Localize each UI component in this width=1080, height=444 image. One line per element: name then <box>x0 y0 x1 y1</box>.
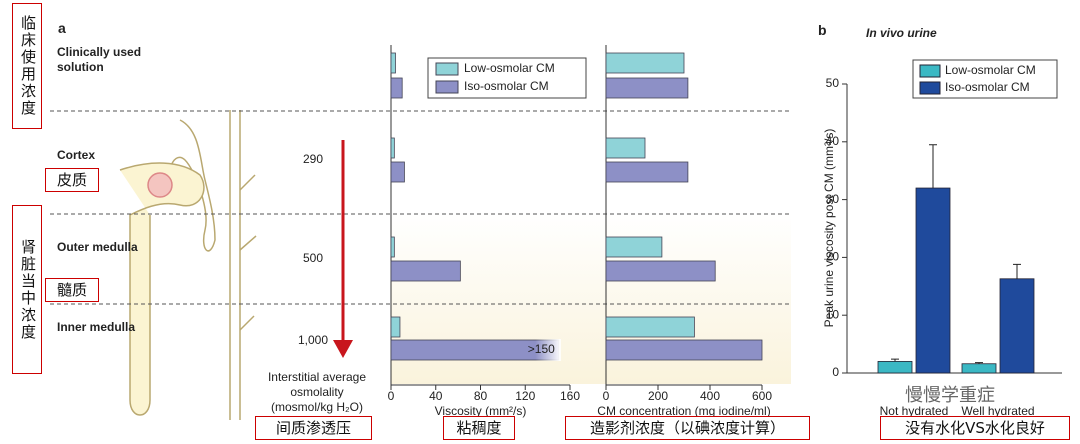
legend-swatch <box>919 81 941 95</box>
error-bar <box>891 358 899 362</box>
bar <box>961 363 997 374</box>
bar <box>605 339 763 361</box>
x-tick-label: 0 <box>603 389 610 403</box>
x-tick-label: 600 <box>752 389 772 403</box>
legend-label: Low-osmolar CM <box>464 61 555 75</box>
annotation: 间质渗透压 <box>255 416 372 440</box>
legend-label: Low-osmolar CM <box>945 63 1036 77</box>
bar <box>390 161 405 183</box>
annotation: 粘稠度 <box>443 416 515 440</box>
error-bar <box>929 144 937 189</box>
legend-label: Iso-osmolar CM <box>464 79 549 93</box>
bar <box>605 316 695 338</box>
row-label: Cortex <box>57 148 96 162</box>
depth-arrow <box>333 140 353 358</box>
y-tick-label: 10 <box>826 307 840 321</box>
dashed-dividers <box>50 110 790 305</box>
error-bar <box>1013 263 1021 279</box>
bar-fade <box>391 339 561 361</box>
osmolality-label: 1,000 <box>298 333 328 347</box>
annotation: 临床使用浓度 <box>12 3 42 129</box>
legend-swatch <box>435 80 459 94</box>
osmolality-header: Interstitial average osmolality (mosmol/… <box>267 370 367 414</box>
row-label: Clinically used solution <box>57 45 142 74</box>
x-tick-label: 40 <box>429 389 443 403</box>
bar <box>390 260 461 282</box>
bar <box>605 260 716 282</box>
y-tick-label: 30 <box>826 192 840 206</box>
x-tick-label: Well hydrated <box>961 404 1034 418</box>
x-tick-label: 200 <box>648 389 668 403</box>
y-tick-label: 0 <box>832 365 839 379</box>
y-tick-label: 40 <box>826 134 840 148</box>
bar <box>915 187 951 374</box>
annotation: 皮质 <box>45 168 99 192</box>
bar <box>605 161 689 183</box>
bar <box>605 52 685 74</box>
chart-title: In vivo urine <box>866 26 937 40</box>
annotation: 肾脏当中浓度 <box>12 205 42 374</box>
panel-label: b <box>818 22 827 38</box>
bar <box>390 316 401 338</box>
row-label: Outer medulla <box>57 240 138 254</box>
y-tick-label: 50 <box>826 76 840 90</box>
bar <box>877 361 913 374</box>
x-tick-label: 0 <box>388 389 395 403</box>
bar <box>390 52 396 74</box>
row-label: Inner medulla <box>57 320 136 334</box>
x-tick-label: 160 <box>560 389 580 403</box>
watermark: 慢慢学重症 <box>905 385 995 406</box>
bar <box>605 236 663 258</box>
panel-label: a <box>58 20 66 36</box>
x-tick-label: 120 <box>515 389 535 403</box>
y-tick-label: 20 <box>826 250 840 264</box>
legend-label: Iso-osmolar CM <box>945 80 1030 94</box>
bar <box>390 77 403 99</box>
nephron <box>119 110 257 420</box>
x-tick-label: 400 <box>700 389 720 403</box>
legend-swatch <box>435 62 459 76</box>
annotation: 造影剂浓度（以碘浓度计算） <box>565 416 810 440</box>
bar <box>390 137 395 159</box>
x-tick-label: 80 <box>474 389 488 403</box>
osmolality-label: 290 <box>303 152 323 166</box>
y-axis-title: Peak urine viscosity post CM (mm²/s) <box>822 129 836 328</box>
annotation: 髓质 <box>45 278 99 302</box>
annotation: 没有水化VS水化良好 <box>880 416 1070 440</box>
bar <box>999 278 1035 374</box>
x-axis-title: CM concentration (mg iodine/ml) <box>597 404 770 418</box>
legend-swatch <box>919 64 941 78</box>
x-tick-label: Not hydrated <box>880 404 949 418</box>
bar <box>390 236 395 258</box>
x-axis-title: Viscosity (mm²/s) <box>435 404 527 418</box>
value-label: >150 <box>528 342 555 356</box>
error-bar <box>975 362 983 364</box>
bar <box>605 77 689 99</box>
bar <box>605 137 646 159</box>
osmolality-label: 500 <box>303 251 323 265</box>
